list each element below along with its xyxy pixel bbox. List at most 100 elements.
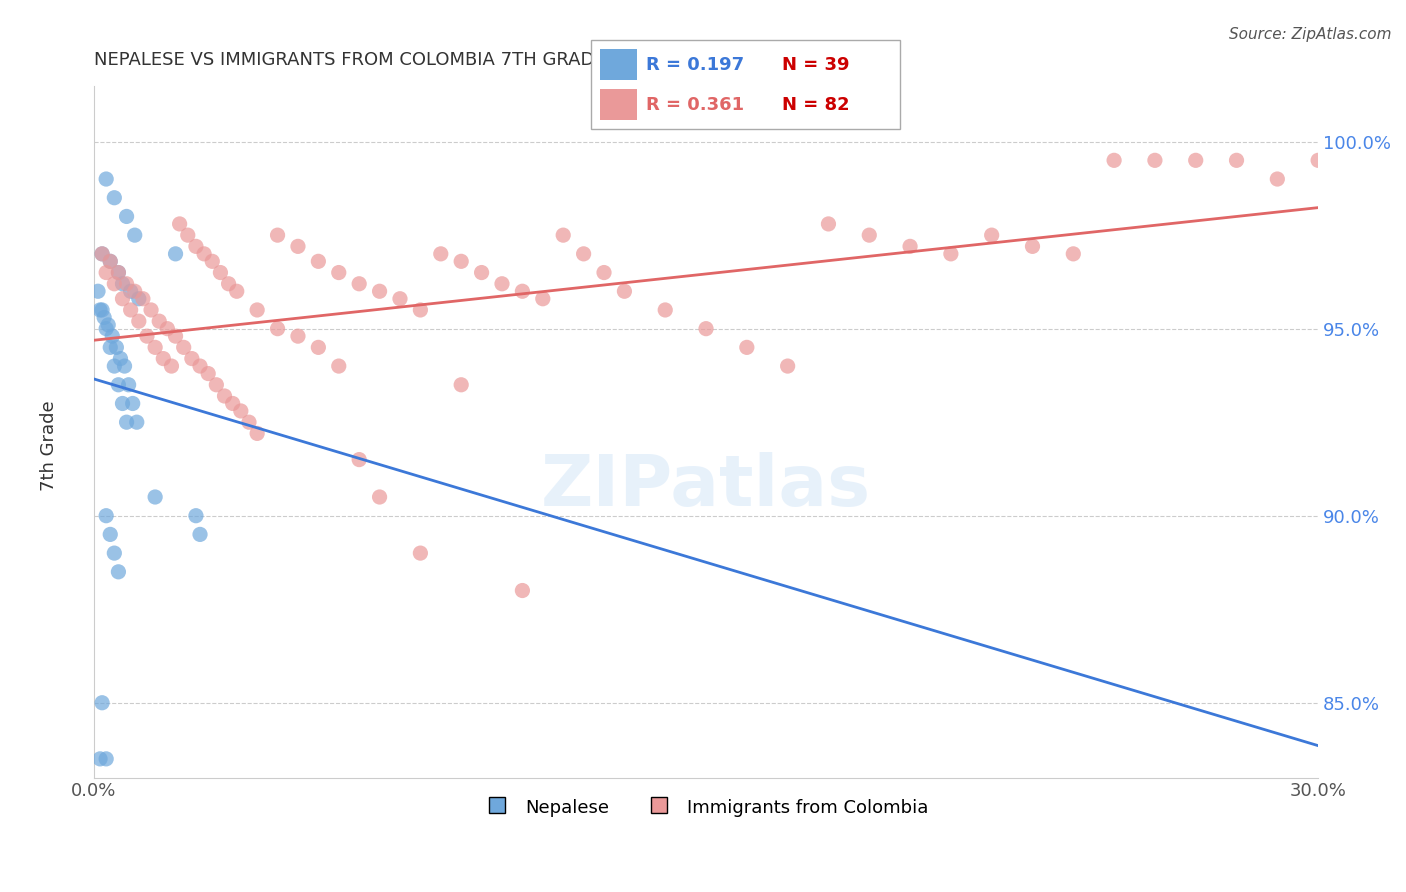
- Point: [107, 266, 129, 280]
- Point: [209, 266, 232, 280]
- Point: [1184, 153, 1206, 168]
- FancyBboxPatch shape: [600, 49, 637, 80]
- Point: [91, 247, 114, 261]
- Point: [221, 396, 243, 410]
- Point: [120, 302, 142, 317]
- Point: [225, 285, 247, 299]
- Point: [491, 277, 513, 291]
- Text: 7th Grade: 7th Grade: [41, 401, 58, 491]
- Text: ZIPatlas: ZIPatlas: [541, 452, 872, 522]
- Point: [188, 527, 211, 541]
- Point: [654, 302, 676, 317]
- Point: [450, 254, 472, 268]
- Text: N = 39: N = 39: [782, 56, 849, 74]
- Point: [858, 228, 880, 243]
- FancyBboxPatch shape: [591, 40, 900, 129]
- Point: [128, 314, 150, 328]
- Point: [132, 292, 155, 306]
- Point: [1143, 153, 1166, 168]
- Point: [115, 210, 138, 224]
- Point: [103, 359, 125, 373]
- Point: [776, 359, 799, 373]
- Point: [347, 277, 370, 291]
- Point: [205, 377, 228, 392]
- Text: R = 0.361: R = 0.361: [647, 96, 744, 114]
- Point: [115, 415, 138, 429]
- FancyBboxPatch shape: [600, 89, 637, 120]
- Point: [165, 329, 187, 343]
- Point: [89, 752, 111, 766]
- Point: [96, 172, 118, 186]
- Point: [152, 351, 174, 366]
- Point: [735, 340, 758, 354]
- Point: [1265, 172, 1288, 186]
- Point: [111, 396, 134, 410]
- Point: [368, 285, 391, 299]
- Point: [103, 191, 125, 205]
- Point: [450, 377, 472, 392]
- Point: [173, 340, 195, 354]
- Point: [96, 508, 118, 523]
- Point: [328, 359, 350, 373]
- Point: [98, 254, 121, 268]
- Point: [1225, 153, 1247, 168]
- Point: [124, 285, 146, 299]
- Point: [121, 396, 143, 410]
- Point: [93, 310, 115, 325]
- Point: [91, 696, 114, 710]
- Point: [124, 228, 146, 243]
- Point: [103, 277, 125, 291]
- Point: [1021, 239, 1043, 253]
- Point: [96, 266, 118, 280]
- Point: [695, 321, 717, 335]
- Point: [89, 302, 111, 317]
- Point: [368, 490, 391, 504]
- Point: [156, 321, 179, 335]
- Point: [115, 277, 138, 291]
- Point: [105, 340, 128, 354]
- Point: [572, 247, 595, 261]
- Point: [180, 351, 202, 366]
- Point: [110, 351, 132, 366]
- Point: [307, 340, 329, 354]
- Point: [143, 490, 166, 504]
- Point: [139, 302, 162, 317]
- Point: [328, 266, 350, 280]
- Point: [409, 546, 432, 560]
- Text: N = 82: N = 82: [782, 96, 849, 114]
- Point: [246, 426, 269, 441]
- Point: [531, 292, 554, 306]
- Point: [512, 583, 534, 598]
- Point: [169, 217, 191, 231]
- Point: [165, 247, 187, 261]
- Point: [471, 266, 494, 280]
- Point: [101, 329, 124, 343]
- Point: [347, 452, 370, 467]
- Text: R = 0.197: R = 0.197: [647, 56, 744, 74]
- Point: [388, 292, 411, 306]
- Point: [111, 277, 134, 291]
- Point: [287, 329, 309, 343]
- Point: [287, 239, 309, 253]
- Point: [117, 377, 139, 392]
- Point: [136, 329, 159, 343]
- Point: [148, 314, 170, 328]
- Point: [125, 415, 148, 429]
- Point: [214, 389, 236, 403]
- Point: [409, 302, 432, 317]
- Point: [430, 247, 453, 261]
- Point: [98, 527, 121, 541]
- Point: [177, 228, 200, 243]
- Point: [114, 359, 136, 373]
- Text: Source: ZipAtlas.com: Source: ZipAtlas.com: [1229, 27, 1392, 42]
- Point: [107, 377, 129, 392]
- Point: [229, 404, 252, 418]
- Point: [87, 285, 110, 299]
- Point: [98, 254, 121, 268]
- Point: [193, 247, 215, 261]
- Point: [143, 340, 166, 354]
- Point: [103, 546, 125, 560]
- Point: [238, 415, 260, 429]
- Point: [1062, 247, 1084, 261]
- Point: [98, 340, 121, 354]
